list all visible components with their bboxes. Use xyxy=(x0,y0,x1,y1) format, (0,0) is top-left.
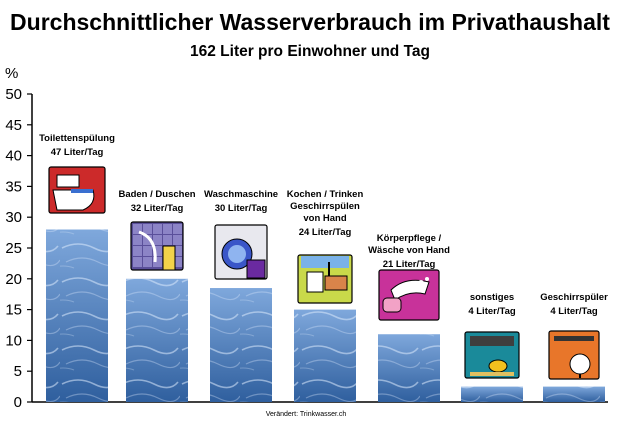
source-note: Verändert: Trinkwasser.ch xyxy=(266,411,347,418)
y-tick-label: 0 xyxy=(14,394,22,411)
bar-series xyxy=(46,229,605,402)
bar-name-label: Baden / Duschen xyxy=(118,189,195,200)
y-tick-label: 30 xyxy=(5,209,22,226)
bar-label-6: sonstiges 4 Liter/Tag xyxy=(468,292,516,317)
washing-machine-icon xyxy=(214,224,268,280)
bar-water-texture xyxy=(543,386,605,402)
y-axis-ticks: 0 5 10 15 20 25 30 35 40 45 50 xyxy=(5,86,32,411)
y-tick-label: 45 xyxy=(5,117,22,134)
y-axis-label: % xyxy=(5,65,18,82)
bar-label-2: Baden / Duschen 32 Liter/Tag xyxy=(118,189,195,214)
bar-water-texture xyxy=(461,386,523,402)
bar-4 xyxy=(294,309,356,402)
bar-label-1: Toilettenspülung 47 Liter/Tag xyxy=(39,133,115,158)
bar-3 xyxy=(210,288,272,402)
bar-label-3: Waschmaschine 30 Liter/Tag xyxy=(204,189,278,214)
bar-7 xyxy=(543,386,605,402)
bar-value-label: 47 Liter/Tag xyxy=(51,147,104,158)
bar-value-label: 21 Liter/Tag xyxy=(383,259,436,270)
bar-label-7: Geschirrspüler 4 Liter/Tag xyxy=(540,292,608,317)
bar-name-label: Geschirrspüler xyxy=(540,292,608,303)
y-tick-label: 40 xyxy=(5,148,22,165)
bar-name-label: Wäsche von Hand xyxy=(368,245,450,256)
bar-name-label: Körperpflege / xyxy=(377,233,442,244)
y-tick-label: 5 xyxy=(14,363,22,380)
bar-value-label: 24 Liter/Tag xyxy=(299,227,352,238)
bar-water-texture xyxy=(378,334,440,402)
bar-value-label: 32 Liter/Tag xyxy=(131,203,184,214)
soap-icon xyxy=(378,269,440,321)
aquarium-icon xyxy=(464,331,520,379)
y-tick-label: 15 xyxy=(5,302,22,319)
y-tick-label: 20 xyxy=(5,271,22,288)
dishwasher-icon xyxy=(548,330,600,380)
bar-water-texture xyxy=(210,288,272,402)
kitchen-sink-icon xyxy=(297,254,353,304)
bar-name-label: Waschmaschine xyxy=(204,189,278,200)
bar-value-label: 4 Liter/Tag xyxy=(550,306,598,317)
bar-water-texture xyxy=(46,229,108,402)
bar-label-5: Körperpflege /Wäsche von Hand 21 Liter/Ta… xyxy=(368,233,450,270)
bar-6 xyxy=(461,386,523,402)
bar-name-label: Kochen / Trinken xyxy=(287,189,364,200)
bar-icons xyxy=(48,166,600,380)
y-tick-label: 50 xyxy=(5,86,22,103)
bar-5 xyxy=(378,334,440,402)
chart-subtitle: 162 Liter pro Einwohner und Tag xyxy=(190,43,430,60)
chart-title: Durchschnittlicher Wasserverbrauch im Pr… xyxy=(10,9,610,35)
bar-1 xyxy=(46,229,108,402)
bar-name-label: Geschirrspülen xyxy=(290,201,360,212)
y-tick-label: 10 xyxy=(5,332,22,349)
bar-2 xyxy=(126,278,188,402)
toilet-icon xyxy=(48,166,106,214)
bar-water-texture xyxy=(294,309,356,402)
bar-labels: Toilettenspülung 47 Liter/Tag Baden / Dusc… xyxy=(39,133,608,317)
bar-name-label: sonstiges xyxy=(470,292,514,303)
y-tick-label: 35 xyxy=(5,178,22,195)
bar-name-label: Toilettenspülung xyxy=(39,133,115,144)
shower-icon xyxy=(130,221,184,271)
bar-value-label: 4 Liter/Tag xyxy=(468,306,516,317)
bar-water-texture xyxy=(126,278,188,402)
y-tick-label: 25 xyxy=(5,240,22,257)
bar-value-label: 30 Liter/Tag xyxy=(215,203,268,214)
bar-name-label: von Hand xyxy=(303,213,346,224)
